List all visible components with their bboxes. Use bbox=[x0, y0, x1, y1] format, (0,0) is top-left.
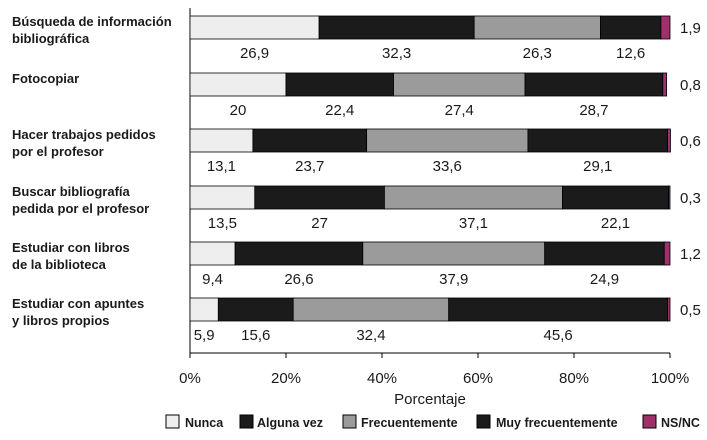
bar-segment-nunca bbox=[189, 15, 320, 40]
data-label: 26,9 bbox=[240, 45, 269, 62]
x-tick-label: 20% bbox=[271, 370, 301, 387]
data-label: 13,5 bbox=[208, 215, 237, 232]
data-label: 12,6 bbox=[616, 45, 645, 62]
bar-segment-ns-nc bbox=[663, 241, 671, 266]
bar-segment-alguna-vez bbox=[234, 241, 364, 266]
data-label: 27,4 bbox=[445, 102, 474, 119]
data-label: 1,2 bbox=[680, 246, 701, 263]
bar-segment-nunca bbox=[189, 241, 236, 266]
bar-segment-nunca bbox=[189, 128, 254, 153]
bar-segment-alguna-vez bbox=[217, 297, 294, 322]
bar-segment-alguna-vez bbox=[318, 15, 475, 40]
bar-segment-muy-frecuentemente bbox=[448, 297, 669, 322]
x-axis-label: Porcentaje bbox=[394, 391, 466, 408]
data-label: 5,9 bbox=[194, 327, 215, 344]
x-tick-label: 0% bbox=[179, 370, 201, 387]
bar-segment-frecuentemente bbox=[383, 185, 563, 210]
bar-segment-ns-nc bbox=[667, 297, 671, 322]
bar-segment-frecuentemente bbox=[292, 297, 450, 322]
legend-label: Nunca bbox=[185, 416, 224, 430]
bar-segment-muy-frecuentemente bbox=[527, 128, 668, 153]
bar-segment-frecuentemente bbox=[366, 128, 529, 153]
data-label: 23,7 bbox=[295, 158, 324, 175]
data-label: 1,9 bbox=[680, 20, 701, 37]
data-label: 32,3 bbox=[382, 45, 411, 62]
bar-segment-nunca bbox=[189, 185, 256, 210]
x-tick-label: 80% bbox=[559, 370, 589, 387]
bar-segment-muy-frecuentemente bbox=[600, 15, 662, 40]
category-label: Fotocopiar bbox=[12, 71, 79, 86]
data-label: 32,4 bbox=[356, 327, 385, 344]
category-label: por el profesor bbox=[12, 144, 104, 159]
category-label: Búsqueda de información bbox=[12, 14, 172, 29]
legend-swatch bbox=[476, 414, 491, 429]
data-label: 24,9 bbox=[590, 271, 619, 288]
bar-segment-muy-frecuentemente bbox=[562, 185, 669, 210]
category-label: pedida por el profesor bbox=[12, 201, 149, 216]
bar-segment-frecuentemente bbox=[473, 15, 601, 40]
bar-segment-ns-nc bbox=[667, 128, 671, 153]
bar-segment-ns-nc bbox=[660, 15, 671, 40]
category-label: bibliográfica bbox=[12, 31, 90, 46]
category-label: Hacer trabajos pedidos bbox=[12, 127, 156, 142]
data-label: 27 bbox=[311, 215, 328, 232]
bar-segment-nunca bbox=[189, 297, 219, 322]
bar-segment-alguna-vez bbox=[285, 72, 394, 97]
bar-segment-nunca bbox=[189, 72, 287, 97]
bar-segment-frecuentemente bbox=[362, 241, 546, 266]
category-label: de la biblioteca bbox=[12, 257, 107, 272]
data-label: 22,4 bbox=[325, 102, 354, 119]
data-label: 26,6 bbox=[284, 271, 313, 288]
bar-segment-frecuentemente bbox=[393, 72, 526, 97]
legend-label: Muy frecuentemente bbox=[496, 416, 618, 430]
data-label: 33,6 bbox=[433, 158, 462, 175]
x-tick-label: 100% bbox=[651, 370, 689, 387]
legend-swatch bbox=[165, 414, 180, 429]
bar-segment-ns-nc bbox=[668, 185, 671, 210]
data-label: 28,7 bbox=[579, 102, 608, 119]
data-label: 26,3 bbox=[523, 45, 552, 62]
legend-label: Alguna vez bbox=[257, 416, 323, 430]
x-tick-label: 60% bbox=[463, 370, 493, 387]
bar-segment-muy-frecuentemente bbox=[544, 241, 665, 266]
bar-segment-ns-nc bbox=[662, 72, 668, 97]
data-label: 9,4 bbox=[202, 271, 223, 288]
data-label: 37,1 bbox=[459, 215, 488, 232]
bar-segment-alguna-vez bbox=[254, 185, 385, 210]
category-label: y libros propios bbox=[12, 313, 110, 328]
category-label: Estudiar con apuntes bbox=[12, 296, 144, 311]
data-label: 29,1 bbox=[583, 158, 612, 175]
bar-segment-alguna-vez bbox=[252, 128, 368, 153]
legend-label: Frecuentemente bbox=[361, 416, 458, 430]
legend-swatch bbox=[239, 414, 254, 429]
data-label: 0,5 bbox=[680, 302, 701, 319]
bar-segment-muy-frecuentemente bbox=[524, 72, 664, 97]
data-label: 22,1 bbox=[601, 215, 630, 232]
legend-swatch bbox=[342, 414, 357, 429]
legend-label: NS/NC bbox=[661, 416, 700, 430]
data-label: 20 bbox=[230, 102, 247, 119]
data-label: 15,6 bbox=[241, 327, 270, 344]
data-label: 45,6 bbox=[544, 327, 573, 344]
data-label: 13,1 bbox=[207, 158, 236, 175]
legend-swatch bbox=[642, 414, 657, 429]
data-label: 0,6 bbox=[680, 133, 701, 150]
data-label: 0,3 bbox=[680, 190, 701, 207]
category-label: Estudiar con libros bbox=[12, 240, 130, 255]
x-tick-label: 40% bbox=[367, 370, 397, 387]
data-label: 37,9 bbox=[439, 271, 468, 288]
data-label: 0,8 bbox=[680, 77, 701, 94]
category-label: Buscar bibliografía bbox=[12, 184, 131, 199]
